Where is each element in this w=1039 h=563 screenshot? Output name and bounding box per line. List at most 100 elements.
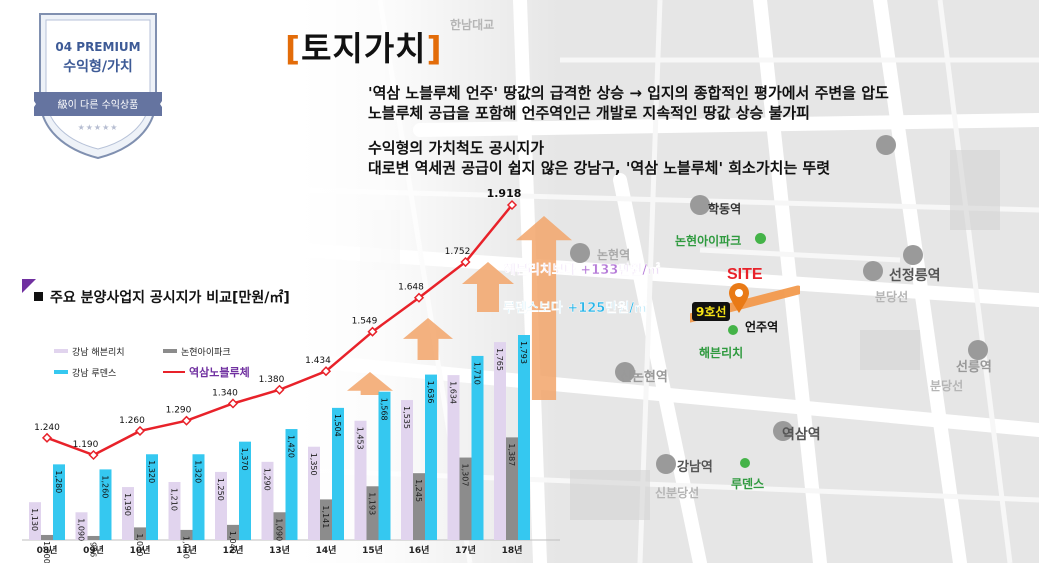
line-value-label: 1.340: [212, 388, 238, 398]
bar-value-label: 1,420: [287, 435, 296, 458]
legend-swatch: [54, 349, 68, 353]
x-tick-label: 12년: [223, 544, 244, 556]
bar-value-label: 1,634: [449, 381, 458, 404]
title-open-bracket: [: [285, 29, 302, 68]
map-label-seonjeongneung: 선정릉역: [889, 268, 941, 284]
bar-value-label: 1,636: [426, 381, 435, 404]
premium-badge-shield: [34, 13, 162, 160]
bar-2: [146, 454, 158, 540]
line-point: [460, 256, 471, 268]
bar-2: [239, 441, 251, 540]
line-value-label: 1.648: [398, 283, 424, 293]
bar-0: [261, 461, 274, 540]
line-value-label: 1.290: [166, 406, 192, 416]
bar-value-label: 1,090: [77, 518, 86, 541]
bar-1: [227, 524, 239, 540]
map-label-sinnonhyeon: 신논현역: [620, 370, 668, 385]
bar-value-label: 1,040: [228, 531, 237, 554]
legend-item-heavenrich: 강남 해븐리치: [54, 345, 125, 358]
bar-value-label: 1,504: [333, 414, 342, 437]
bar-0: [215, 471, 227, 540]
bar-2: [99, 469, 112, 540]
bar-value-label: 1,370: [240, 448, 249, 471]
annotation-heavenrich: 헤븐리치보다 +133만원/㎡: [504, 262, 660, 278]
bar-1: [413, 473, 425, 540]
bar-value-label: 1,280: [54, 470, 63, 493]
legend-swatch: [163, 349, 177, 353]
line-value-label: 1.260: [119, 416, 145, 426]
bar-0: [447, 375, 460, 540]
legend-line-swatch: [163, 371, 185, 373]
badge-stars: ★★★★★: [77, 123, 119, 132]
legend-item-noblruche: 역삼노블루체: [163, 364, 250, 380]
line-value-label: 1.380: [259, 375, 285, 385]
x-tick-label: 08년: [37, 544, 58, 556]
bar-value-label: 1,568: [380, 398, 389, 421]
bar-2: [471, 355, 484, 540]
line-point: [413, 292, 425, 303]
line-point: [506, 199, 518, 211]
bar-1: [506, 437, 518, 540]
page-title: [토지가치]: [285, 22, 443, 70]
bar-value-label: 1,030: [135, 533, 144, 556]
map-label-bundang-1: 분당선: [875, 290, 909, 304]
line-point: [274, 384, 285, 395]
bar-1: [459, 457, 472, 540]
site-pin-icon: [729, 283, 749, 313]
bar-value-label: 1,290: [263, 468, 272, 491]
badge-line2: 수익형/가치: [63, 59, 133, 75]
ludens-marker-icon: [740, 458, 750, 468]
line-point: [320, 366, 332, 377]
bar-1: [87, 535, 100, 540]
bar-0: [401, 400, 413, 540]
map-label-eonju: 언주역: [745, 320, 779, 334]
chart-title-text: 주요 분양사업지 공시지가 비교[만원/㎡]: [50, 290, 290, 306]
intro-line-1: '역삼 노블루체 언주' 땅값의 급격한 상승 → 입지의 종합적인 평가에서 …: [368, 84, 889, 102]
bar-value-label: 1,020: [182, 536, 191, 559]
bar-0: [122, 487, 134, 540]
map-label-hakdong: 학동역: [708, 202, 742, 216]
intro-line-4: 대로변 역세권 공급이 쉽지 않은 강남구, '역삼 노블루체' 희소가치는 뚜…: [368, 159, 831, 177]
bar-value-label: 1,453: [356, 427, 365, 450]
growth-arrow-icon: [462, 262, 514, 312]
bar-0: [168, 482, 181, 540]
line-value-label: 1.549: [352, 317, 378, 327]
map-label-nonhyeon-ipark: 논현아이파크: [675, 234, 742, 248]
bar-value-label: 1,210: [170, 488, 179, 511]
bar-value-label: 1,793: [519, 341, 528, 364]
bar-value-label: 1,130: [30, 508, 39, 531]
x-tick-label: 17년: [455, 544, 476, 556]
map-label-seolleung: 선릉역: [956, 360, 992, 375]
bar-0: [75, 512, 88, 540]
bar-value-label: 1,710: [473, 362, 482, 385]
bar-value-label: 1,387: [507, 443, 516, 466]
bar-value-label: 1,320: [147, 460, 156, 483]
square-bullet-icon: [34, 292, 43, 301]
intro-line-2: 노블루체 공급을 포함해 언주역인근 개발로 지속적인 땅값 상승 불가피: [368, 104, 810, 122]
bar-value-label: 1,535: [402, 406, 411, 429]
map-label-gangnam: 강남역: [677, 460, 713, 475]
line-point: [227, 398, 239, 409]
map-label-hannam: 한남대교: [450, 18, 495, 32]
map-label-ludens: 루덴스: [731, 477, 765, 491]
bar-0: [29, 502, 41, 540]
page-title-text: 토지가치: [301, 29, 427, 68]
line-value-label: 1.190: [73, 440, 99, 450]
bar-0: [308, 446, 320, 540]
x-tick-label: 13년: [269, 544, 290, 556]
legend-label: 강남 루덴스: [72, 369, 117, 379]
bar-1: [320, 499, 332, 540]
bar-1: [180, 529, 193, 540]
line-value-label: 1.434: [305, 356, 331, 366]
intro-line-3: 수익형의 가치척도 공시지가: [368, 139, 545, 157]
bar-value-label: 1,307: [461, 464, 470, 487]
map-label-sinbundang: 신분당선: [655, 486, 700, 500]
bar-2: [332, 407, 344, 540]
bar-value-label: 1,000: [42, 541, 51, 563]
bar-value-label: 1,350: [309, 453, 318, 476]
x-tick-label: 16년: [409, 544, 430, 556]
line-point: [367, 326, 378, 337]
bar-value-label: 1,765: [495, 348, 504, 371]
